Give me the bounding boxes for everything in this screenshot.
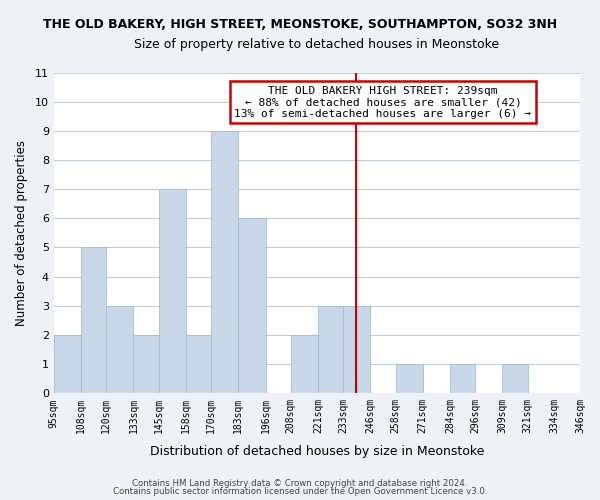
Bar — [186, 335, 211, 394]
Bar — [318, 306, 343, 394]
Bar — [238, 218, 266, 394]
Text: Contains HM Land Registry data © Crown copyright and database right 2024.: Contains HM Land Registry data © Crown c… — [132, 478, 468, 488]
Bar — [290, 335, 318, 394]
Bar — [54, 335, 81, 394]
Bar — [106, 306, 133, 394]
Bar — [343, 306, 370, 394]
X-axis label: Distribution of detached houses by size in Meonstoke: Distribution of detached houses by size … — [150, 444, 484, 458]
Bar — [502, 364, 527, 394]
Text: Contains public sector information licensed under the Open Government Licence v3: Contains public sector information licen… — [113, 487, 487, 496]
Bar — [211, 131, 238, 394]
Bar — [133, 335, 158, 394]
Bar — [81, 248, 106, 394]
Title: Size of property relative to detached houses in Meonstoke: Size of property relative to detached ho… — [134, 38, 499, 51]
Y-axis label: Number of detached properties: Number of detached properties — [15, 140, 28, 326]
Text: THE OLD BAKERY HIGH STREET: 239sqm
← 88% of detached houses are smaller (42)
13%: THE OLD BAKERY HIGH STREET: 239sqm ← 88%… — [235, 86, 532, 119]
Bar — [395, 364, 423, 394]
Bar — [450, 364, 475, 394]
Bar — [158, 189, 186, 394]
Text: THE OLD BAKERY, HIGH STREET, MEONSTOKE, SOUTHAMPTON, SO32 3NH: THE OLD BAKERY, HIGH STREET, MEONSTOKE, … — [43, 18, 557, 30]
